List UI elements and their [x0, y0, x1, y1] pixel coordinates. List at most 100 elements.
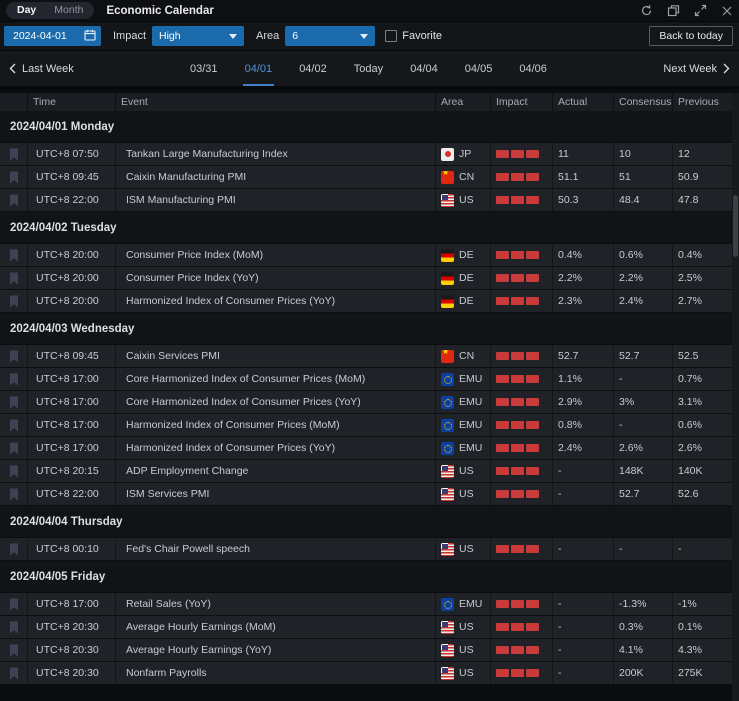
consensus-cell: 2.6% [614, 437, 673, 459]
date-group-header: 2024/04/02 Tuesday [0, 212, 739, 244]
area-cell: US [436, 483, 491, 505]
area-code: CN [459, 350, 475, 362]
last-week-label: Last Week [22, 62, 74, 75]
bookmark-cell[interactable] [0, 189, 28, 211]
close-icon[interactable] [721, 5, 733, 17]
next-week-button[interactable]: Next Week [663, 63, 731, 75]
bookmark-cell[interactable] [0, 639, 28, 661]
area-dropdown[interactable]: 6 [285, 26, 376, 46]
actual-cell: 1.1% [553, 368, 614, 390]
bookmark-cell[interactable] [0, 143, 28, 165]
bookmark-cell[interactable] [0, 414, 28, 436]
event-row[interactable]: UTC+8 22:00 ISM Services PMI US - 52.7 5… [0, 483, 739, 506]
bookmark-cell[interactable] [0, 345, 28, 367]
country-flag-icon [441, 597, 454, 611]
event-row[interactable]: UTC+8 17:00 Core Harmonized Index of Con… [0, 368, 739, 391]
calendar-icon [84, 29, 96, 44]
tab-day[interactable]: Day [17, 4, 37, 16]
area-code: CN [459, 171, 475, 183]
impact-bars-icon [496, 467, 539, 475]
bookmark-cell[interactable] [0, 368, 28, 390]
bookmark-icon [9, 543, 18, 555]
expand-icon[interactable] [694, 4, 707, 17]
event-row[interactable]: UTC+8 17:00 Harmonized Index of Consumer… [0, 414, 739, 437]
time-cell: UTC+8 20:30 [28, 639, 116, 661]
event-row[interactable]: UTC+8 20:00 Consumer Price Index (MoM) D… [0, 244, 739, 267]
event-cell: Caixin Manufacturing PMI [116, 166, 436, 188]
week-day-tab[interactable]: 04/04 [410, 62, 438, 75]
actual-cell: 51.1 [553, 166, 614, 188]
event-row[interactable]: UTC+8 00:10 Fed's Chair Powell speech US… [0, 538, 739, 561]
consensus-cell: -1.3% [614, 593, 673, 615]
bookmark-cell[interactable] [0, 538, 28, 560]
col-time: Time [28, 93, 116, 111]
bookmark-cell[interactable] [0, 460, 28, 482]
event-row[interactable]: UTC+8 09:45 Caixin Manufacturing PMI CN … [0, 166, 739, 189]
actual-cell: - [553, 616, 614, 638]
impact-cell [491, 414, 553, 436]
time-cell: UTC+8 09:45 [28, 345, 116, 367]
event-row[interactable]: UTC+8 22:00 ISM Manufacturing PMI US 50.… [0, 189, 739, 212]
event-row[interactable]: UTC+8 20:00 Consumer Price Index (YoY) D… [0, 267, 739, 290]
week-nav: Last Week 03/31 04/01 04/02 Today 04/04 04/05… [0, 51, 739, 89]
event-row[interactable]: UTC+8 17:00 Core Harmonized Index of Con… [0, 391, 739, 414]
week-day-tab[interactable]: 04/01 [242, 51, 275, 86]
bookmark-cell[interactable] [0, 267, 28, 289]
week-day-tab[interactable]: 04/02 [299, 62, 327, 75]
event-row[interactable]: UTC+8 09:45 Caixin Services PMI CN 52.7 … [0, 345, 739, 368]
popout-icon[interactable] [667, 4, 680, 17]
week-day-tab[interactable]: 04/06 [519, 62, 547, 75]
bookmark-icon [9, 295, 18, 307]
date-picker-input[interactable]: 2024-04-01 [4, 26, 101, 46]
consensus-cell: 3% [614, 391, 673, 413]
event-row[interactable]: UTC+8 17:00 Harmonized Index of Consumer… [0, 437, 739, 460]
area-code: US [459, 644, 474, 656]
bookmark-cell[interactable] [0, 616, 28, 638]
event-row[interactable]: UTC+8 07:50 Tankan Large Manufacturing I… [0, 143, 739, 166]
consensus-cell: 2.2% [614, 267, 673, 289]
bookmark-icon [9, 419, 18, 431]
event-row[interactable]: UTC+8 20:30 Average Hourly Earnings (YoY… [0, 639, 739, 662]
event-row[interactable]: UTC+8 20:30 Average Hourly Earnings (MoM… [0, 616, 739, 639]
bookmark-cell[interactable] [0, 244, 28, 266]
previous-cell: 140K [678, 465, 703, 477]
vertical-scrollbar[interactable] [732, 93, 739, 701]
bookmark-cell[interactable] [0, 593, 28, 615]
country-flag-icon [441, 193, 454, 207]
refresh-icon[interactable] [640, 4, 653, 17]
consensus-cell: 2.4% [614, 290, 673, 312]
bookmark-icon [9, 598, 18, 610]
favorite-checkbox[interactable]: Favorite [385, 30, 442, 42]
bookmark-cell[interactable] [0, 437, 28, 459]
back-to-today-button[interactable]: Back to today [649, 26, 733, 46]
event-row[interactable]: UTC+8 20:15 ADP Employment Change US - 1… [0, 460, 739, 483]
bookmark-cell[interactable] [0, 662, 28, 684]
week-day-tab[interactable]: 04/05 [464, 62, 493, 75]
event-cell: Consumer Price Index (MoM) [116, 244, 436, 266]
bookmark-cell[interactable] [0, 391, 28, 413]
bookmark-cell[interactable] [0, 483, 28, 505]
previous-cell: 52.5 [678, 350, 699, 362]
tab-month[interactable]: Month [54, 4, 84, 16]
impact-dropdown[interactable]: High [152, 26, 245, 46]
bookmark-cell[interactable] [0, 166, 28, 188]
actual-cell: - [553, 593, 614, 615]
bookmark-icon [9, 667, 18, 679]
impact-cell [491, 290, 553, 312]
previous-cell: 4.3% [678, 644, 702, 656]
impact-cell [491, 166, 553, 188]
last-week-button[interactable]: Last Week [8, 63, 74, 75]
bookmark-cell[interactable] [0, 290, 28, 312]
week-day-tab[interactable]: Today [353, 62, 384, 75]
event-row[interactable]: UTC+8 20:00 Harmonized Index of Consumer… [0, 290, 739, 313]
consensus-cell: - [614, 368, 673, 390]
previous-cell: -1% [678, 598, 697, 610]
event-row[interactable]: UTC+8 20:30 Nonfarm Payrolls US - 200K 2… [0, 662, 739, 685]
area-code: EMU [459, 598, 483, 610]
col-bookmark [0, 93, 28, 111]
event-cell: ISM Services PMI [116, 483, 436, 505]
week-day-tab[interactable]: 03/31 [190, 62, 218, 75]
country-flag-icon [441, 643, 454, 657]
event-row[interactable]: UTC+8 17:00 Retail Sales (YoY) EMU - -1.… [0, 593, 739, 616]
scrollbar-thumb[interactable] [733, 195, 738, 257]
